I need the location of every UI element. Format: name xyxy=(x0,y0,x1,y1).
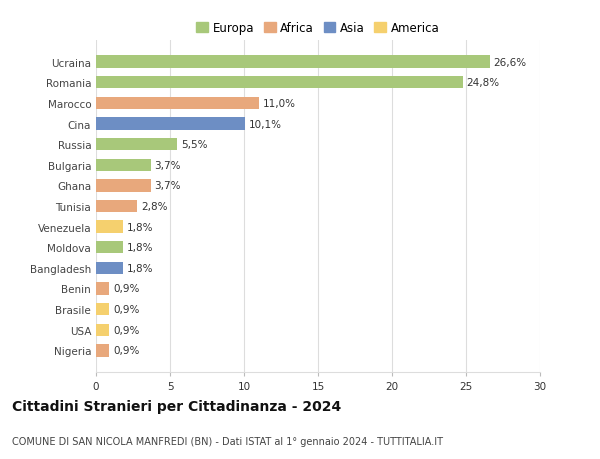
Text: 26,6%: 26,6% xyxy=(493,57,527,67)
Bar xyxy=(96,159,151,172)
Bar xyxy=(96,221,122,233)
Bar xyxy=(96,118,245,130)
Text: 2,8%: 2,8% xyxy=(141,202,167,212)
Bar xyxy=(96,344,109,357)
Text: 0,9%: 0,9% xyxy=(113,284,139,294)
Bar xyxy=(96,262,122,274)
Text: 0,9%: 0,9% xyxy=(113,325,139,335)
Legend: Europa, Africa, Asia, America: Europa, Africa, Asia, America xyxy=(191,17,445,40)
Bar xyxy=(96,241,122,254)
Bar xyxy=(96,97,259,110)
Bar xyxy=(96,201,137,213)
Text: 24,8%: 24,8% xyxy=(467,78,500,88)
Text: COMUNE DI SAN NICOLA MANFREDI (BN) - Dati ISTAT al 1° gennaio 2024 - TUTTITALIA.: COMUNE DI SAN NICOLA MANFREDI (BN) - Dat… xyxy=(12,436,443,446)
Text: 5,5%: 5,5% xyxy=(181,140,208,150)
Text: 3,7%: 3,7% xyxy=(154,181,181,191)
Text: 3,7%: 3,7% xyxy=(154,160,181,170)
Bar xyxy=(96,303,109,316)
Bar xyxy=(96,77,463,89)
Text: 11,0%: 11,0% xyxy=(263,99,296,109)
Text: 0,9%: 0,9% xyxy=(113,346,139,356)
Text: 10,1%: 10,1% xyxy=(249,119,282,129)
Bar xyxy=(96,324,109,336)
Text: 1,8%: 1,8% xyxy=(127,243,153,253)
Text: 1,8%: 1,8% xyxy=(127,263,153,273)
Text: 1,8%: 1,8% xyxy=(127,222,153,232)
Bar xyxy=(96,139,178,151)
Text: Cittadini Stranieri per Cittadinanza - 2024: Cittadini Stranieri per Cittadinanza - 2… xyxy=(12,399,341,413)
Bar xyxy=(96,56,490,69)
Text: 0,9%: 0,9% xyxy=(113,304,139,314)
Bar xyxy=(96,180,151,192)
Bar xyxy=(96,283,109,295)
